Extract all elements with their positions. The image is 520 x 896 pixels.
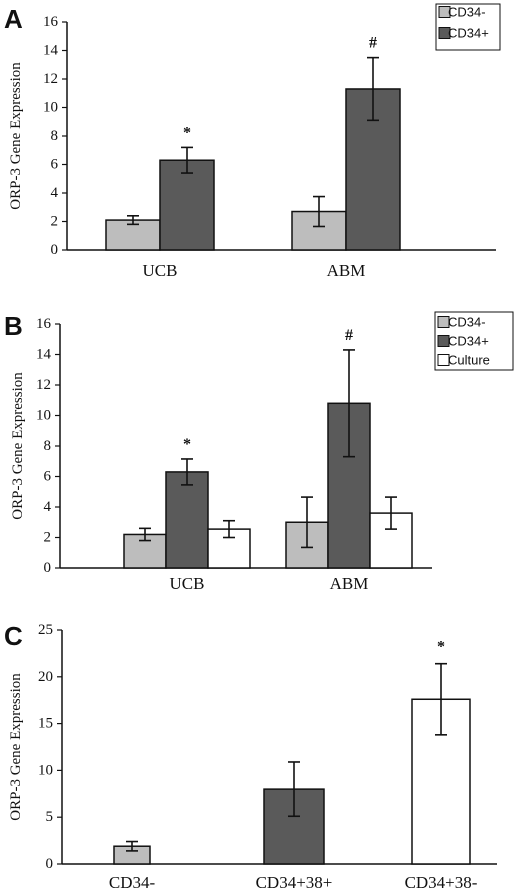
y-tick-label: 12 [36,377,51,393]
y-tick-label: 6 [51,157,59,173]
panel-c: C ORP-3 Gene Expression 0 5 10 15 20 25 CD34- CD3… [4,621,497,892]
y-tick-label: 6 [44,469,52,485]
y-tick-label: 10 [38,762,53,778]
panel-b: B ORP-3 Gene Expression 0 2 4 6 8 10 12 14 16 * UCB #… [4,311,514,593]
legend-swatch [438,27,451,39]
y-tick-label: 4 [44,499,52,515]
y-tick-label: 15 [38,716,53,732]
y-tick-label: 12 [43,71,58,87]
y-tick-label: 2 [44,530,52,546]
x-category-label: CD34- [109,873,156,892]
x-category-label: ABM [327,261,366,280]
bar-cd34- [345,88,401,251]
x-category-label: UCB [143,261,178,280]
significance-marker: # [369,35,377,52]
y-tick-label: 0 [51,242,59,258]
y-tick-label: 20 [38,669,53,685]
bar-cd34- [165,471,209,569]
y-axis-label: ORP-3 Gene Expression [8,673,24,821]
legend-label: CD34+ [448,26,489,41]
legend-swatch [437,335,450,347]
y-tick-label: 10 [36,408,51,424]
legend-swatch [437,354,450,366]
y-axis-label: ORP-3 Gene Expression [10,372,26,520]
y-tick-label: 10 [43,100,58,116]
y-tick-label: 14 [36,347,52,363]
x-category-label: UCB [170,574,205,593]
y-tick-label: 0 [46,856,54,872]
legend-label: CD34+ [448,334,489,349]
y-tick-label: 4 [51,185,59,201]
panel-letter: B [4,311,23,341]
panel-letter: C [4,621,23,651]
legend-swatch [437,316,450,328]
legend-label: CD34- [448,5,486,20]
significance-marker: * [183,124,191,141]
significance-marker: * [183,436,191,453]
bar-cd34- [159,159,215,251]
x-category-label: ABM [330,574,369,593]
y-tick-label: 14 [43,43,59,59]
panel-a: A ORP-3 Gene Expression 0 2 4 6 8 10 12 14 16 * UCB #… [4,3,501,280]
legend-swatch [438,6,451,18]
panel-letter: A [4,4,23,34]
legend-label: Culture [448,353,490,368]
y-tick-label: 2 [51,214,59,230]
y-tick-label: 8 [51,128,59,144]
x-category-label: CD34+38+ [256,873,333,892]
y-axis-label: ORP-3 Gene Expression [8,62,24,210]
significance-marker: * [437,639,445,656]
legend-label: CD34- [448,315,486,330]
y-tick-label: 16 [36,316,52,332]
bar-culture [207,528,251,569]
significance-marker: # [345,327,353,344]
y-tick-label: 5 [46,809,54,825]
bar-culture [369,512,413,569]
y-tick-label: 8 [44,438,52,454]
x-category-label: CD34+38- [405,873,478,892]
y-tick-label: 25 [38,622,53,638]
y-tick-label: 0 [44,560,52,576]
y-tick-label: 16 [43,14,59,30]
